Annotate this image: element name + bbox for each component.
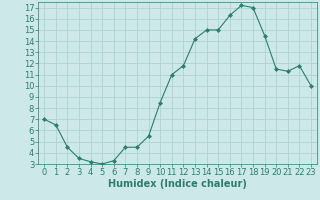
X-axis label: Humidex (Indice chaleur): Humidex (Indice chaleur) <box>108 179 247 189</box>
